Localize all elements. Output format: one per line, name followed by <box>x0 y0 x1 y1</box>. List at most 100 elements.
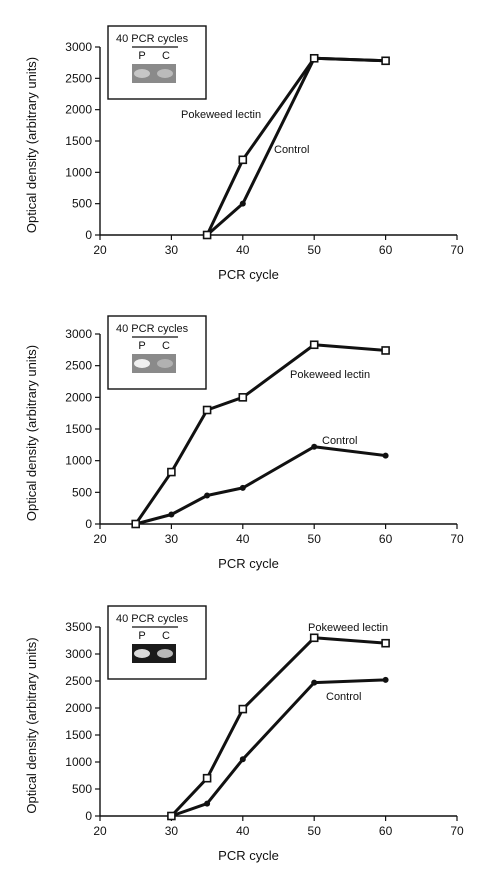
data-point-pokeweed-lectin <box>167 467 176 477</box>
inset-lane-label: P <box>138 340 145 352</box>
x-tick-label: 60 <box>379 824 393 838</box>
data-point-pokeweed-lectin <box>381 346 390 355</box>
x-tick-label: 70 <box>450 532 464 546</box>
gel-band <box>134 359 150 368</box>
y-tick-label: 0 <box>85 809 92 823</box>
inset-lane-label: P <box>138 630 145 642</box>
series-label-control: Control <box>274 144 309 156</box>
data-point-pokeweed-lectin <box>309 340 319 350</box>
x-tick-label: 30 <box>165 532 179 546</box>
data-point-control <box>204 492 211 499</box>
y-tick-label: 3000 <box>65 647 92 661</box>
x-tick-label: 30 <box>165 824 179 838</box>
x-tick-label: 60 <box>379 532 393 546</box>
x-tick-label: 40 <box>236 532 250 546</box>
data-point-pokeweed-lectin <box>309 53 319 63</box>
data-point-pokeweed-lectin <box>381 638 390 648</box>
data-point-control <box>382 452 389 459</box>
gel-inset: 40 PCR cycles P C <box>107 605 207 680</box>
x-tick-label: 20 <box>93 824 107 838</box>
gel-image <box>132 354 176 373</box>
y-tick-label: 2000 <box>65 701 92 715</box>
data-point-pokeweed-lectin <box>202 773 212 783</box>
gel-inset: 40 PCR cycles P C <box>107 25 207 100</box>
y-axis-title: Optical density (arbitrary units) <box>24 637 39 813</box>
series-label-pokeweed-lectin: Pokeweed lectin <box>290 369 370 381</box>
data-point-pokeweed-lectin <box>309 633 319 643</box>
series-label-pokeweed-lectin: Pokeweed lectin <box>181 109 261 121</box>
inset-title: 40 PCR cycles <box>116 323 189 335</box>
x-tick-label: 70 <box>450 243 464 257</box>
y-tick-label: 0 <box>85 517 92 531</box>
data-point-pokeweed-lectin <box>238 155 248 165</box>
inset-frame <box>107 605 207 680</box>
gel-band <box>157 359 173 368</box>
series-label-pokeweed-lectin: Pokeweed lectin <box>308 622 388 634</box>
data-point-control <box>168 511 175 518</box>
y-tick-label: 3500 <box>65 620 92 634</box>
x-tick-label: 50 <box>308 824 322 838</box>
series-line-control <box>135 445 386 526</box>
inset-frame <box>107 25 207 100</box>
y-tick-label: 2500 <box>65 674 92 688</box>
inset-lane-label: C <box>162 630 170 642</box>
data-point-control <box>311 679 318 686</box>
y-tick-label: 1500 <box>65 134 92 148</box>
data-point-control <box>204 800 211 807</box>
data-point-pokeweed-lectin <box>381 56 390 66</box>
y-tick-label: 500 <box>72 197 92 211</box>
data-point-control <box>239 200 246 207</box>
y-tick-label: 500 <box>72 485 92 499</box>
data-point-control <box>239 756 246 763</box>
y-tick-label: 2000 <box>65 103 92 117</box>
gel-band <box>134 649 150 658</box>
x-axis-title: PCR cycle <box>218 556 279 571</box>
y-tick-label: 1000 <box>65 165 92 179</box>
series-label-control: Control <box>326 691 361 703</box>
inset-lane-label: C <box>162 340 170 352</box>
x-tick-label: 30 <box>165 243 179 257</box>
series-label-control: Control <box>322 435 357 447</box>
gel-inset: 40 PCR cycles P C <box>107 315 207 390</box>
y-tick-label: 1000 <box>65 454 92 468</box>
x-tick-label: 40 <box>236 243 250 257</box>
y-axis-title: Optical density (arbitrary units) <box>24 345 39 521</box>
y-tick-label: 2500 <box>65 71 92 85</box>
y-tick-label: 1500 <box>65 728 92 742</box>
data-point-pokeweed-lectin <box>238 704 248 714</box>
data-point-pokeweed-lectin <box>202 230 212 240</box>
data-point-pokeweed-lectin <box>131 519 140 529</box>
data-point-control <box>311 443 318 450</box>
inset-frame <box>107 315 207 390</box>
chart-panel-1: 20 30 40 50 60 70 0 500 1000 1500 2000 2500 3000 PCR … <box>24 25 464 282</box>
y-tick-label: 1500 <box>65 422 92 436</box>
series-line-pokeweed-lectin <box>134 343 386 525</box>
gel-band <box>134 69 150 78</box>
data-point-pokeweed-lectin <box>202 405 212 415</box>
x-tick-label: 20 <box>93 532 107 546</box>
gel-image <box>132 64 176 83</box>
series-line-control <box>206 56 386 237</box>
gel-band <box>157 69 173 78</box>
chart-panel-3: 20 30 40 50 60 70 0 500 1000 1500 2000 2500 3000 3500… <box>24 605 464 863</box>
y-tick-label: 1000 <box>65 755 92 769</box>
x-tick-label: 50 <box>308 243 322 257</box>
y-tick-label: 3000 <box>65 40 92 54</box>
data-point-control <box>382 676 389 683</box>
x-axis-title: PCR cycle <box>218 267 279 282</box>
inset-title: 40 PCR cycles <box>116 613 189 625</box>
gel-image <box>132 644 176 663</box>
gel-band <box>157 649 173 658</box>
y-tick-label: 0 <box>85 228 92 242</box>
data-point-pokeweed-lectin <box>167 811 176 821</box>
x-axis-title: PCR cycle <box>218 848 279 863</box>
inset-lane-label: P <box>138 50 145 62</box>
x-tick-label: 40 <box>236 824 250 838</box>
x-tick-label: 50 <box>308 532 322 546</box>
y-tick-label: 500 <box>72 782 92 796</box>
x-tick-label: 60 <box>379 243 393 257</box>
y-axis-title: Optical density (arbitrary units) <box>24 57 39 233</box>
x-tick-label: 70 <box>450 824 464 838</box>
y-tick-label: 2500 <box>65 359 92 373</box>
